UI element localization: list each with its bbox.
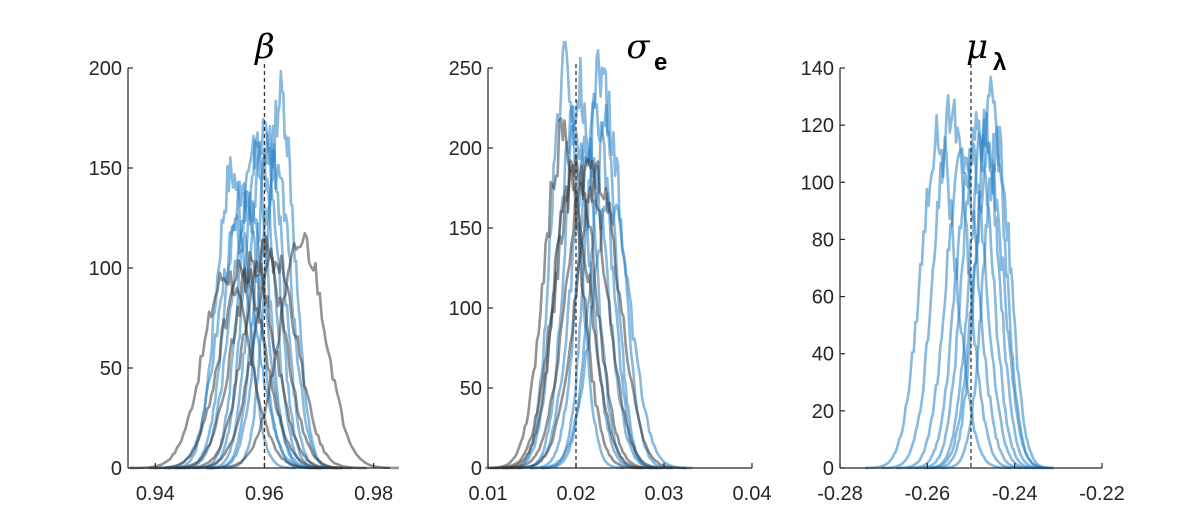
x-tick-label: -0.22 [1079, 483, 1125, 505]
x-tick-label: -0.28 [817, 483, 863, 505]
x-tick-label: 0.04 [733, 483, 772, 505]
y-tick-label: 140 [801, 58, 834, 80]
x-tick-label: 0.96 [245, 483, 284, 505]
y-tick-label: 150 [449, 218, 482, 240]
y-tick-label: 0 [111, 458, 122, 480]
density-curve [528, 92, 662, 470]
y-tick-label: 40 [812, 344, 834, 366]
density-curve [915, 110, 1040, 470]
density-curve [940, 125, 1055, 470]
panel-title: β [253, 27, 275, 67]
x-tick-label: 0.02 [557, 483, 596, 505]
y-tick-label: 100 [449, 298, 482, 320]
panel-title: σ [626, 27, 650, 67]
density-curve [174, 191, 322, 470]
y-tick-label: 250 [449, 58, 482, 80]
y-tick-label: 120 [801, 115, 834, 137]
y-tick-label: 200 [449, 138, 482, 160]
density-curve [485, 117, 641, 470]
panel-2: 0.01 0.02 0.03 0.04 0 50 100 150 200 250 σ e [449, 27, 772, 505]
density-curve [924, 141, 1053, 470]
density-curve [164, 250, 343, 470]
y-tick-label: 50 [460, 378, 482, 400]
y-tick-label: 150 [89, 158, 122, 180]
y-tick-label: 50 [100, 358, 122, 380]
density-curve [506, 40, 625, 470]
density-curve [490, 168, 653, 470]
density-curve [503, 105, 644, 470]
density-curve [896, 147, 1029, 470]
x-tick-label: -0.24 [992, 483, 1038, 505]
density-curve [881, 93, 1022, 470]
panel-title-subscript: e [654, 49, 667, 76]
panel-3: -0.28 -0.26 -0.24 -0.22 0 20 40 60 80 100 120 140 μ λ [801, 27, 1125, 505]
density-curve [206, 232, 399, 470]
y-tick-label: 0 [823, 458, 834, 480]
density-curve [183, 247, 368, 470]
density-curve [509, 160, 687, 470]
density-curve [501, 157, 672, 470]
density-curve [864, 114, 1012, 470]
density-curve [193, 131, 314, 470]
y-tick-label: 0 [471, 458, 482, 480]
panel-title: μ [966, 27, 988, 67]
x-tick-label: 0.94 [136, 483, 175, 505]
y-tick-label: 60 [812, 287, 834, 309]
panel-1: 0.94 0.96 0.98 0 50 100 150 200 β [89, 27, 399, 505]
x-tick-label: 0.03 [645, 483, 684, 505]
y-tick-label: 20 [812, 401, 834, 423]
x-tick-label: 0.01 [469, 483, 508, 505]
density-curve [167, 155, 296, 470]
density-curve [541, 90, 675, 470]
y-tick-label: 100 [801, 172, 834, 194]
y-tick-label: 80 [812, 229, 834, 251]
x-tick-label: 0.98 [354, 483, 393, 505]
x-tick-label: -0.26 [905, 483, 951, 505]
y-tick-label: 100 [89, 258, 122, 280]
y-tick-label: 200 [89, 58, 122, 80]
density-curve [129, 270, 323, 470]
panel-title-subscript: λ [993, 49, 1006, 76]
